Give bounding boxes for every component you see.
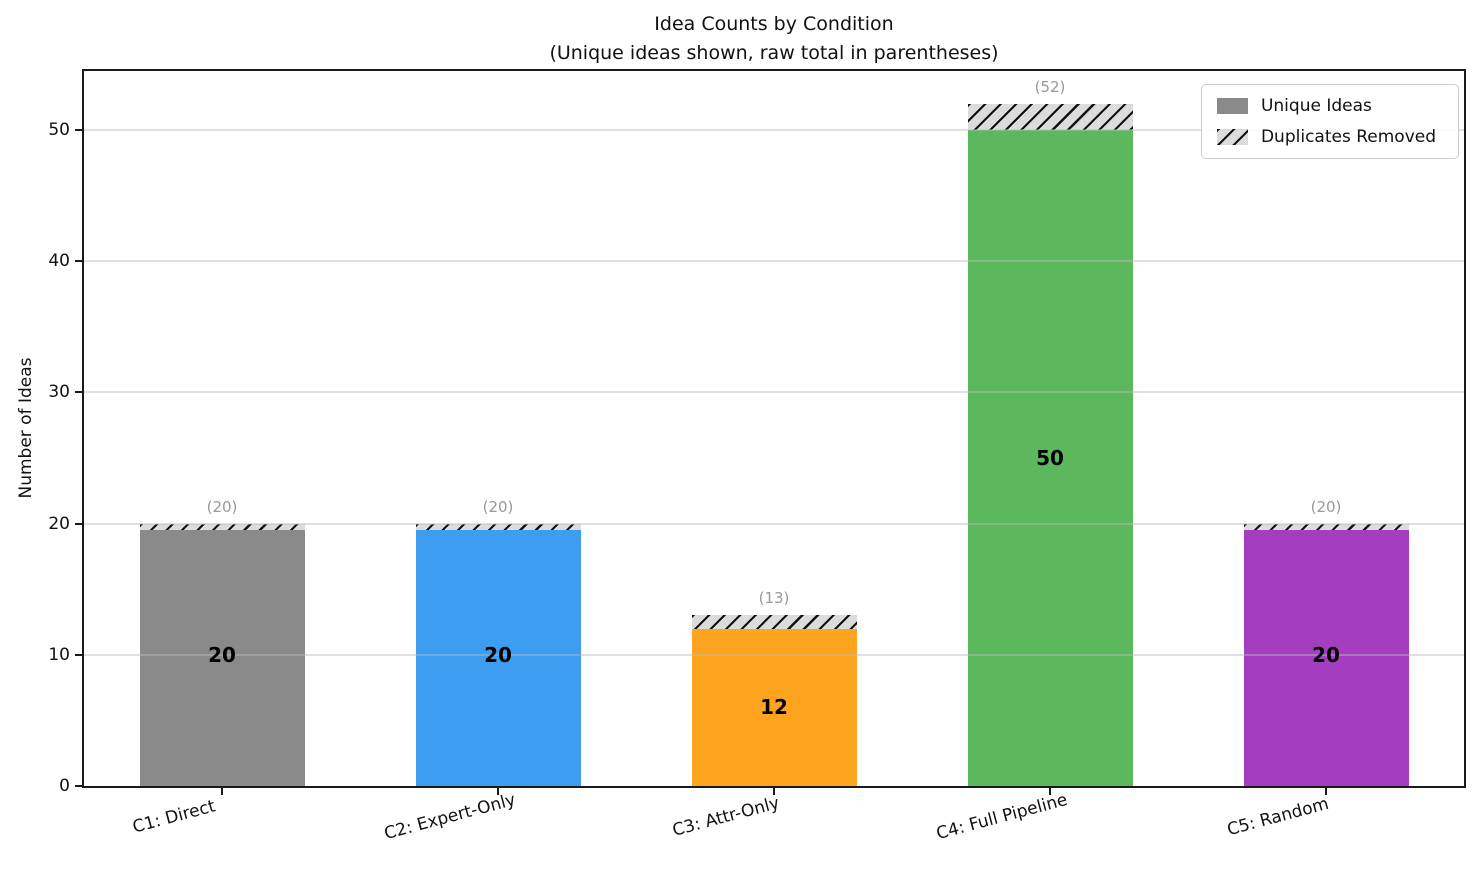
- x-tick-label: C3: Attr-Only: [670, 793, 782, 841]
- y-tick-mark: [75, 522, 82, 525]
- legend-label-unique-ideas: Unique Ideas: [1260, 96, 1372, 116]
- bar-value-label: 20: [484, 642, 512, 667]
- y-tick-label: 30: [48, 382, 70, 403]
- raw-total-label: (20): [206, 497, 238, 516]
- y-tick-label: 10: [48, 644, 70, 665]
- y-axis-label: Number of Ideas: [16, 357, 36, 499]
- legend-item-duplicates-removed: Duplicates Removed: [1216, 127, 1436, 147]
- y-tick-label: 0: [59, 776, 70, 796]
- bar-hatch-cap: [415, 523, 581, 531]
- x-tick-mark: [221, 788, 223, 795]
- bar-value-label: 20: [208, 642, 236, 667]
- legend-item-unique-ideas: Unique Ideas: [1216, 96, 1436, 116]
- bar-value-label: 50: [1036, 446, 1064, 471]
- gridline: [84, 260, 1464, 263]
- bar-solid-segment: [139, 530, 305, 786]
- x-tick-mark: [773, 788, 775, 795]
- bar: [139, 523, 305, 786]
- y-tick-label: 40: [48, 251, 70, 272]
- bar-solid-segment: [415, 530, 581, 786]
- y-tick-mark: [75, 129, 82, 132]
- y-tick-label: 50: [48, 120, 70, 141]
- x-tick-label: C4: Full Pipeline: [934, 789, 1070, 845]
- y-tick-mark: [75, 653, 82, 656]
- raw-total-label: (20): [482, 497, 514, 516]
- chart-subtitle: (Unique ideas shown, raw total in parent…: [549, 42, 999, 64]
- legend-label-duplicates-removed: Duplicates Removed: [1260, 127, 1436, 147]
- chart-title: Idea Counts by Condition: [654, 13, 894, 35]
- y-tick-mark: [75, 785, 82, 787]
- y-tick-mark: [75, 260, 82, 263]
- x-tick-mark: [497, 788, 499, 795]
- raw-total-label: (52): [1034, 77, 1066, 96]
- gridline: [84, 653, 1464, 656]
- bar-value-label: 12: [760, 695, 788, 720]
- raw-total-label: (13): [758, 589, 790, 608]
- gridline: [84, 522, 1464, 525]
- bar-hatch-cap: [1243, 523, 1409, 531]
- x-tick-label: C5: Random: [1225, 793, 1331, 841]
- bar: [691, 615, 857, 786]
- y-tick-label: 20: [48, 513, 70, 534]
- legend: Unique Ideas Duplicates Removed: [1200, 84, 1459, 159]
- bar-solid-segment: [691, 628, 857, 786]
- plot-area: Unique Ideas Duplicates Removed 20 (20) 20…: [82, 69, 1466, 795]
- bar: [1243, 523, 1409, 786]
- legend-swatch-unique-ideas: [1216, 98, 1248, 114]
- y-tick-mark: [75, 391, 82, 394]
- legend-swatch-duplicates-removed: [1216, 129, 1248, 145]
- bar: [967, 103, 1133, 786]
- x-tick-mark: [1325, 788, 1327, 795]
- gridline: [84, 129, 1464, 132]
- bar: [415, 523, 581, 786]
- bar-value-label: 20: [1312, 642, 1340, 667]
- bar-solid-segment: [967, 130, 1133, 786]
- gridline: [84, 391, 1464, 394]
- title-block: Idea Counts by Condition (Unique ideas s…: [84, 10, 1464, 68]
- x-tick-label: C1: Direct: [130, 796, 218, 838]
- bar-solid-segment: [1243, 530, 1409, 786]
- bar-hatch-cap: [691, 615, 857, 629]
- bar-hatch-cap: [967, 103, 1133, 131]
- bar-hatch-cap: [139, 523, 305, 531]
- raw-total-label: (20): [1310, 497, 1342, 516]
- x-tick-mark: [1049, 788, 1051, 795]
- x-tick-label: C2: Expert-Only: [382, 789, 518, 845]
